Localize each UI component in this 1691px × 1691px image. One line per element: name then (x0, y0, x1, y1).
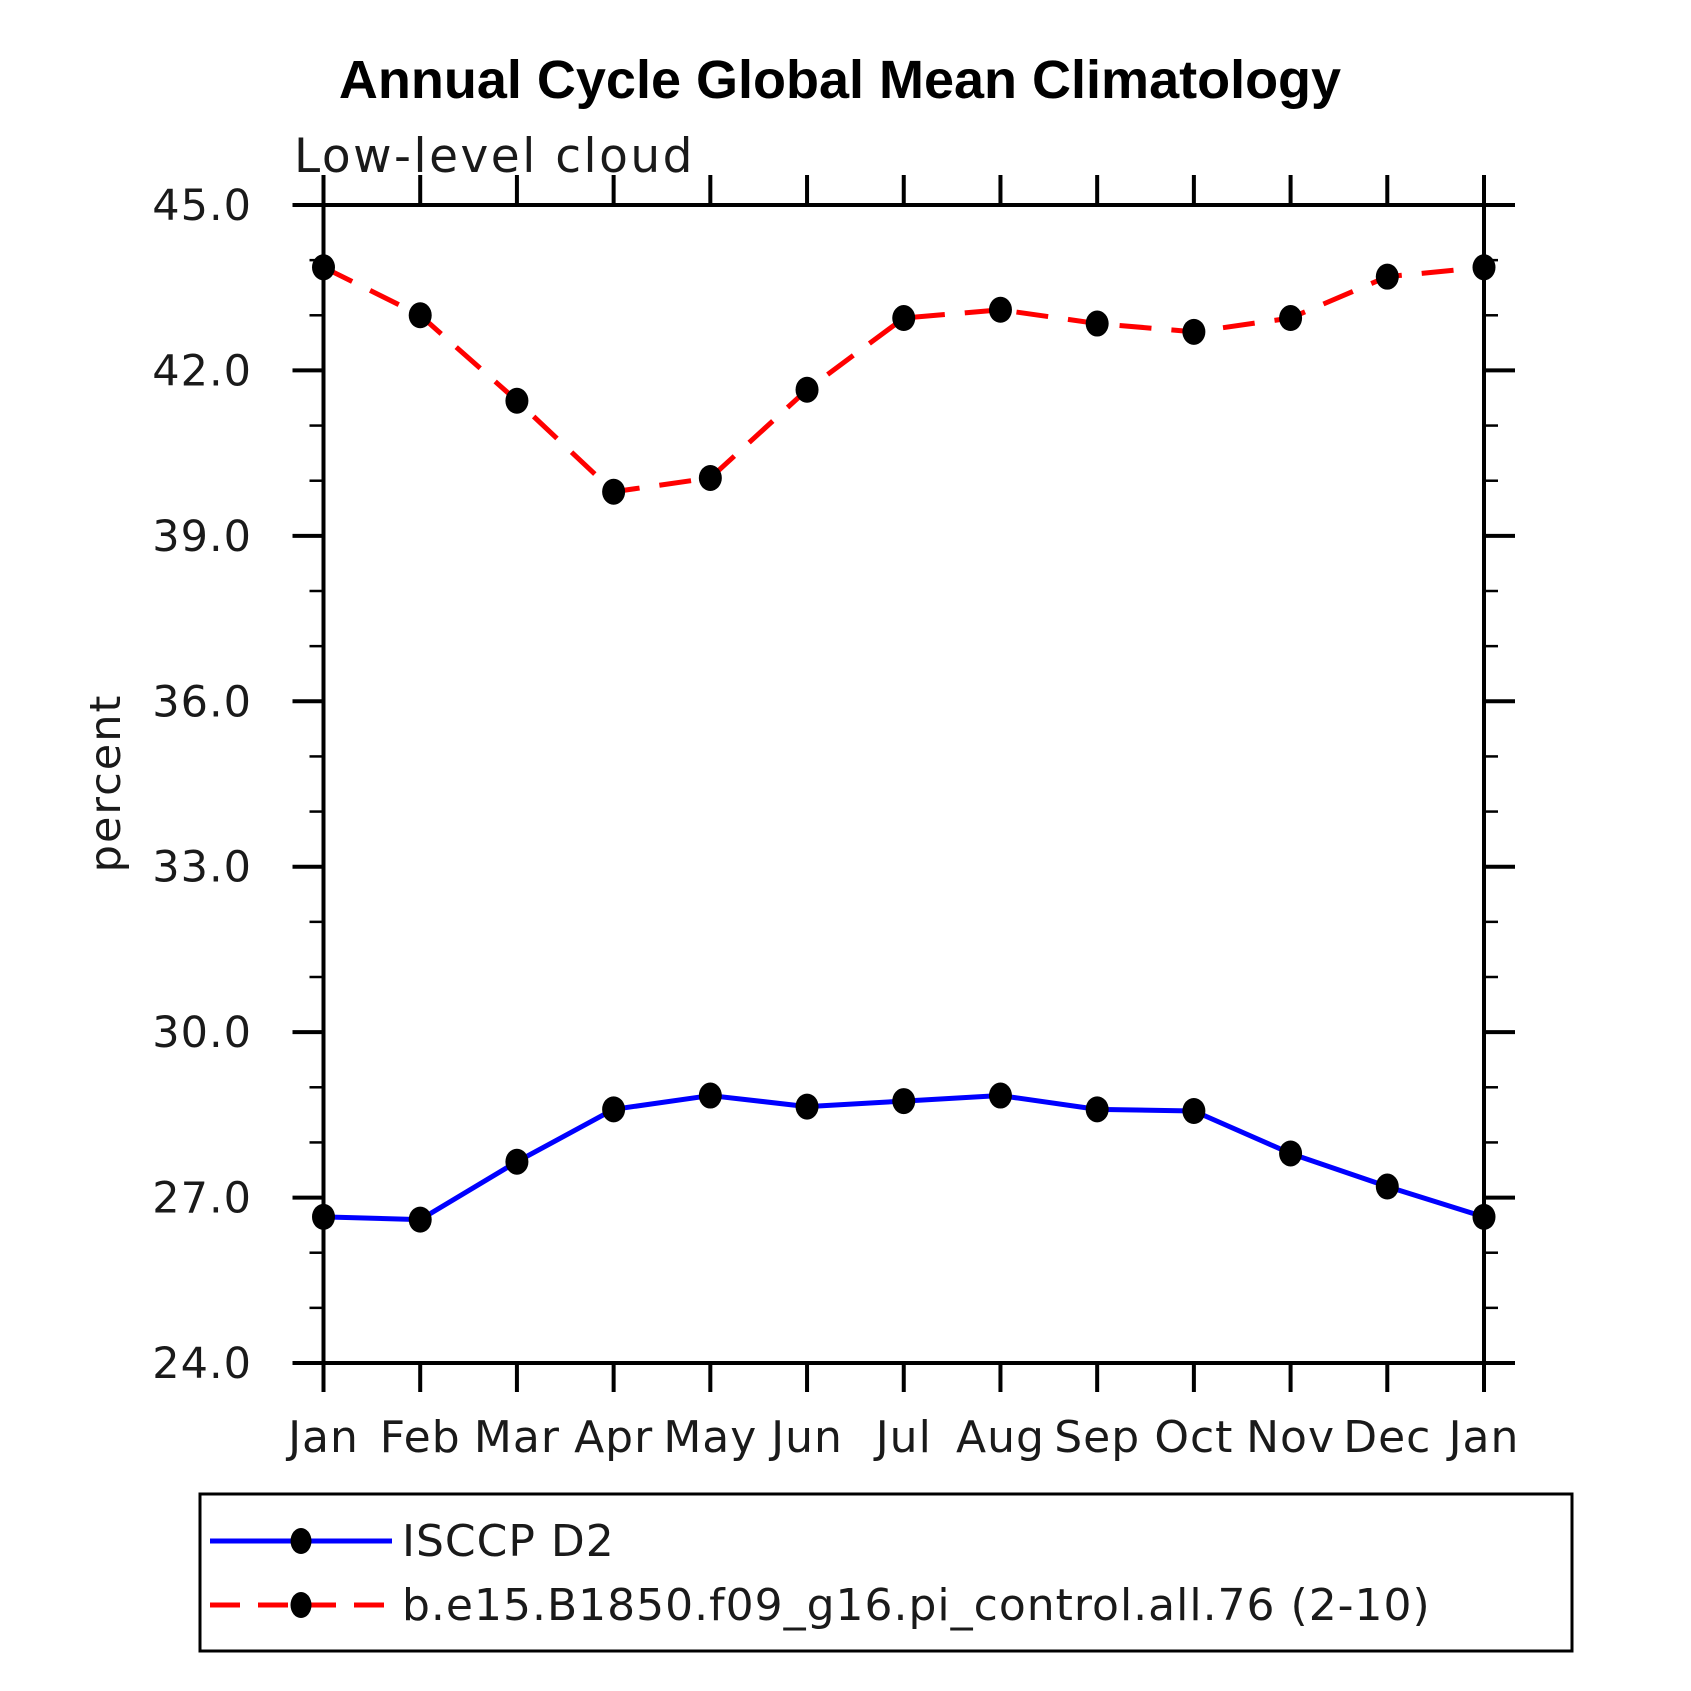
y-tick-label: 24.0 (152, 1339, 252, 1389)
x-tick-label: Jan (1446, 1412, 1520, 1463)
plot-border (321, 203, 1486, 1365)
data-point (1085, 1096, 1109, 1123)
data-point (892, 1088, 916, 1115)
data-point (1085, 310, 1109, 337)
legend-marker-isccp (290, 1528, 312, 1554)
legend-label-isccp: ISCCP D2 (402, 1516, 615, 1567)
data-point (602, 478, 626, 505)
x-tick-label: Jun (768, 1412, 843, 1463)
data-point (892, 305, 916, 332)
y-tick-label: 27.0 (152, 1174, 252, 1224)
data-point (795, 1093, 819, 1120)
x-axis-tick-labels: Jan Feb Mar Apr May Jun Jul Aug Sep Oct Nov Dec Jan (285, 1412, 1520, 1463)
legend-marker-model (290, 1592, 312, 1618)
y-axis-label: percent (81, 694, 131, 873)
data-point (1375, 263, 1399, 290)
x-tick-label: Nov (1246, 1412, 1335, 1463)
x-axis-ticks (321, 175, 1486, 1392)
x-tick-label: Aug (956, 1412, 1045, 1463)
y-tick-label: 42.0 (152, 346, 252, 396)
data-point (1472, 254, 1496, 281)
data-point (698, 1082, 722, 1109)
data-point (795, 376, 819, 403)
data-series (312, 254, 1496, 1233)
x-tick-label: Jan (285, 1412, 359, 1463)
data-point (1279, 1140, 1303, 1167)
data-point (1182, 318, 1206, 345)
data-point (1279, 305, 1303, 332)
data-point (408, 302, 432, 329)
y-axis-ticks (292, 203, 1515, 1365)
data-point (505, 387, 529, 414)
legend: ISCCP D2 b.e15.B1850.f09_g16.pi_control.… (198, 1492, 1574, 1653)
chart-title: Annual Cycle Global Mean Climatology (339, 50, 1341, 110)
y-tick-label: 30.0 (152, 1008, 252, 1058)
y-tick-label: 45.0 (152, 181, 252, 231)
data-point (988, 296, 1012, 323)
y-tick-label: 33.0 (152, 843, 252, 893)
y-axis-tick-labels: 24.0 27.0 30.0 33.0 36.0 39.0 42.0 45.0 (152, 181, 252, 1389)
data-point (602, 1096, 626, 1123)
data-point (698, 464, 722, 491)
data-point (1472, 1203, 1496, 1230)
data-point (408, 1206, 432, 1233)
legend-box (198, 1492, 1574, 1653)
y-tick-label: 36.0 (152, 677, 252, 727)
data-point (1375, 1173, 1399, 1200)
data-point (1182, 1097, 1206, 1124)
x-tick-label: Jul (873, 1412, 932, 1463)
x-tick-label: Sep (1054, 1412, 1140, 1463)
x-tick-label: Dec (1343, 1412, 1431, 1463)
x-tick-label: Apr (574, 1412, 653, 1463)
x-tick-label: May (663, 1412, 757, 1463)
data-point (312, 254, 335, 281)
data-point (988, 1082, 1012, 1109)
legend-label-model: b.e15.B1850.f09_g16.pi_control.all.76 (2… (402, 1580, 1431, 1631)
x-tick-label: Feb (380, 1412, 461, 1463)
x-tick-label: Oct (1154, 1412, 1233, 1463)
chart-subtitle: Low-level cloud (294, 129, 695, 184)
x-tick-label: Mar (474, 1412, 560, 1463)
y-tick-label: 39.0 (152, 512, 252, 562)
data-point (505, 1148, 529, 1175)
data-point (312, 1203, 335, 1230)
